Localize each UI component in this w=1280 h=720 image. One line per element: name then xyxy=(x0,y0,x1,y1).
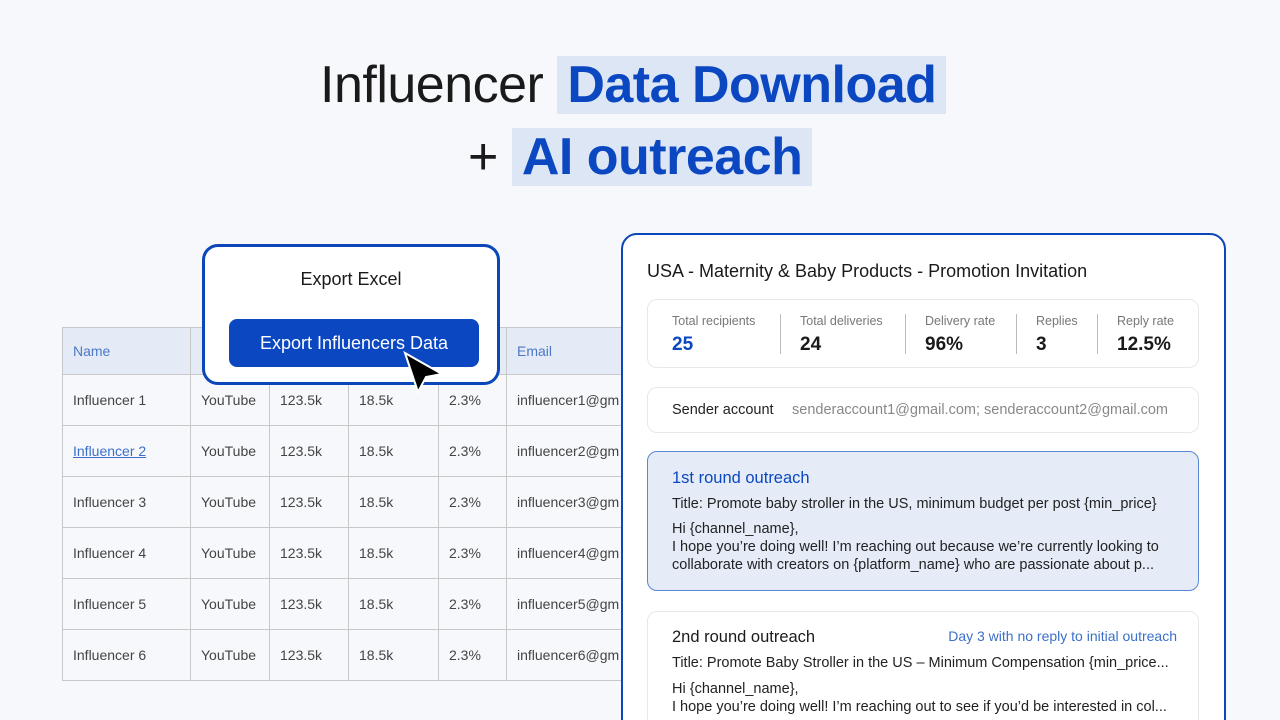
influencer-name[interactable]: Influencer 2 xyxy=(62,425,191,477)
body-line: I hope you’re doing well! I’m reaching o… xyxy=(672,699,1167,715)
stat: Reply rate 12.5% xyxy=(1117,314,1174,356)
round-name: 1st round outreach xyxy=(672,469,810,487)
stat-label: Total deliveries xyxy=(800,314,883,328)
round-body: Hi {channel_name}, I hope you’re doing we… xyxy=(672,520,1159,574)
headline-highlight: Data Download xyxy=(557,56,947,114)
stat-value: 25 xyxy=(672,334,694,355)
stat: Delivery rate 96% xyxy=(925,314,995,356)
table-cell: YouTube xyxy=(190,476,270,528)
headline-text: Influencer xyxy=(320,56,544,114)
table-cell: YouTube xyxy=(190,425,270,477)
influencer-name: Influencer 3 xyxy=(62,476,191,528)
table-cell: 18.5k xyxy=(348,476,439,528)
stat: Total recipients 25 xyxy=(672,314,755,356)
table-cell: 123.5k xyxy=(269,629,349,681)
stat-label: Reply rate xyxy=(1117,314,1174,328)
round-subject: Title: Promote baby stroller in the US, … xyxy=(672,496,1157,512)
table-cell: 2.3% xyxy=(438,578,507,630)
sender-box: Sender account senderaccount1@gmail.com;… xyxy=(647,387,1199,433)
stat: Replies 3 xyxy=(1036,314,1078,356)
stat-divider xyxy=(1016,314,1017,354)
header-cell: Name xyxy=(62,327,191,375)
influencer-name: Influencer 1 xyxy=(62,374,191,426)
stat-value: 3 xyxy=(1036,334,1047,355)
subheadline-highlight: AI outreach xyxy=(511,128,813,186)
table-cell: 18.5k xyxy=(348,425,439,477)
cursor xyxy=(403,350,445,395)
stats-box: Total recipients 25 Total deliveries 24 Deli… xyxy=(647,299,1199,368)
campaign-title: USA - Maternity & Baby Products - Promot… xyxy=(647,261,1088,281)
stat-value: 24 xyxy=(800,334,822,355)
stat-label: Replies xyxy=(1036,314,1078,328)
table-row: Influencer 5 YouTube 123.5k 18.5k 2.3% influe… xyxy=(62,578,637,630)
stat-divider xyxy=(905,314,906,354)
round-card[interactable]: 1st round outreach Title: Promote baby s… xyxy=(647,451,1199,591)
body-line: Hi {channel_name}, xyxy=(672,521,799,537)
table-row: Influencer 6 YouTube 123.5k 18.5k 2.3% influe… xyxy=(62,629,637,681)
influencer-name: Influencer 5 xyxy=(62,578,191,630)
stat-value: 96% xyxy=(925,334,964,355)
table-cell: 2.3% xyxy=(438,425,507,477)
table-cell: influencer1@gm xyxy=(506,374,637,426)
table-cell: YouTube xyxy=(190,629,270,681)
table-cell: 123.5k xyxy=(269,527,349,579)
table-cell: 18.5k xyxy=(348,629,439,681)
cursor-arrow xyxy=(403,350,445,395)
stat-divider xyxy=(780,314,781,354)
table-cell: YouTube xyxy=(190,578,270,630)
table-cell: 123.5k xyxy=(269,425,349,477)
table-cell: 18.5k xyxy=(348,527,439,579)
sender-value: senderaccount1@gmail.com; senderaccount2… xyxy=(792,402,1169,418)
subheadline: + AI outreach xyxy=(468,121,813,193)
table-cell: influencer4@gm xyxy=(506,527,637,579)
stat: Total deliveries 24 xyxy=(800,314,883,356)
stat-label: Total recipients xyxy=(672,314,756,328)
table-row: Influencer 3 YouTube 123.5k 18.5k 2.3% influe… xyxy=(62,476,637,528)
table-cell: influencer5@gm xyxy=(506,578,637,630)
table-row: Influencer 4 YouTube 123.5k 18.5k 2.3% influe… xyxy=(62,527,637,579)
campaign-panel: USA - Maternity & Baby Products - Promot… xyxy=(621,233,1226,720)
table-cell: influencer3@gm xyxy=(506,476,637,528)
header-cell: Email xyxy=(506,327,637,375)
influencer-name: Influencer 4 xyxy=(62,527,191,579)
stat-label: Delivery rate xyxy=(925,314,996,328)
stat-divider xyxy=(1097,314,1098,354)
table-cell: 123.5k xyxy=(269,476,349,528)
table-cell: influencer2@gm xyxy=(506,425,637,477)
body-line: I hope you’re doing well! I’m reaching o… xyxy=(672,539,1159,555)
sender-label: Sender account xyxy=(672,402,774,418)
body-line: Hi {channel_name}, xyxy=(672,681,799,697)
round-body: Hi {channel_name}, I hope you’re doing we… xyxy=(672,680,1167,716)
headline: Influencer Data Download xyxy=(320,49,947,121)
subheadline-text: + xyxy=(468,128,498,186)
table-cell: 2.3% xyxy=(438,527,507,579)
table-cell: 18.5k xyxy=(348,578,439,630)
export-button[interactable]: Export Influencers Data xyxy=(229,319,479,367)
round-card[interactable]: 2nd round outreach Day 3 with no reply t… xyxy=(647,611,1199,720)
table-cell: YouTube xyxy=(190,527,270,579)
table-cell: 2.3% xyxy=(438,476,507,528)
table-cell: 123.5k xyxy=(269,578,349,630)
round-name: 2nd round outreach xyxy=(672,628,816,646)
stat-value: 12.5% xyxy=(1117,334,1171,355)
table-body: Influencer 1 YouTube 123.5k 18.5k 2.3% influe… xyxy=(62,374,637,681)
export-popup: Export Excel Export Influencers Data xyxy=(202,244,500,385)
round-subject: Title: Promote Baby Stroller in the US –… xyxy=(672,655,1169,671)
body-line: collaborate with creators on {platform_n… xyxy=(672,557,1155,573)
table-row: Influencer 2 YouTube 123.5k 18.5k 2.3% influe… xyxy=(62,425,637,477)
table-cell: 2.3% xyxy=(438,629,507,681)
round-condition: Day 3 with no reply to initial outreach xyxy=(948,628,1177,644)
table-cell: influencer6@gm xyxy=(506,629,637,681)
popup-title: Export Excel xyxy=(300,269,402,289)
influencer-name: Influencer 6 xyxy=(62,629,191,681)
